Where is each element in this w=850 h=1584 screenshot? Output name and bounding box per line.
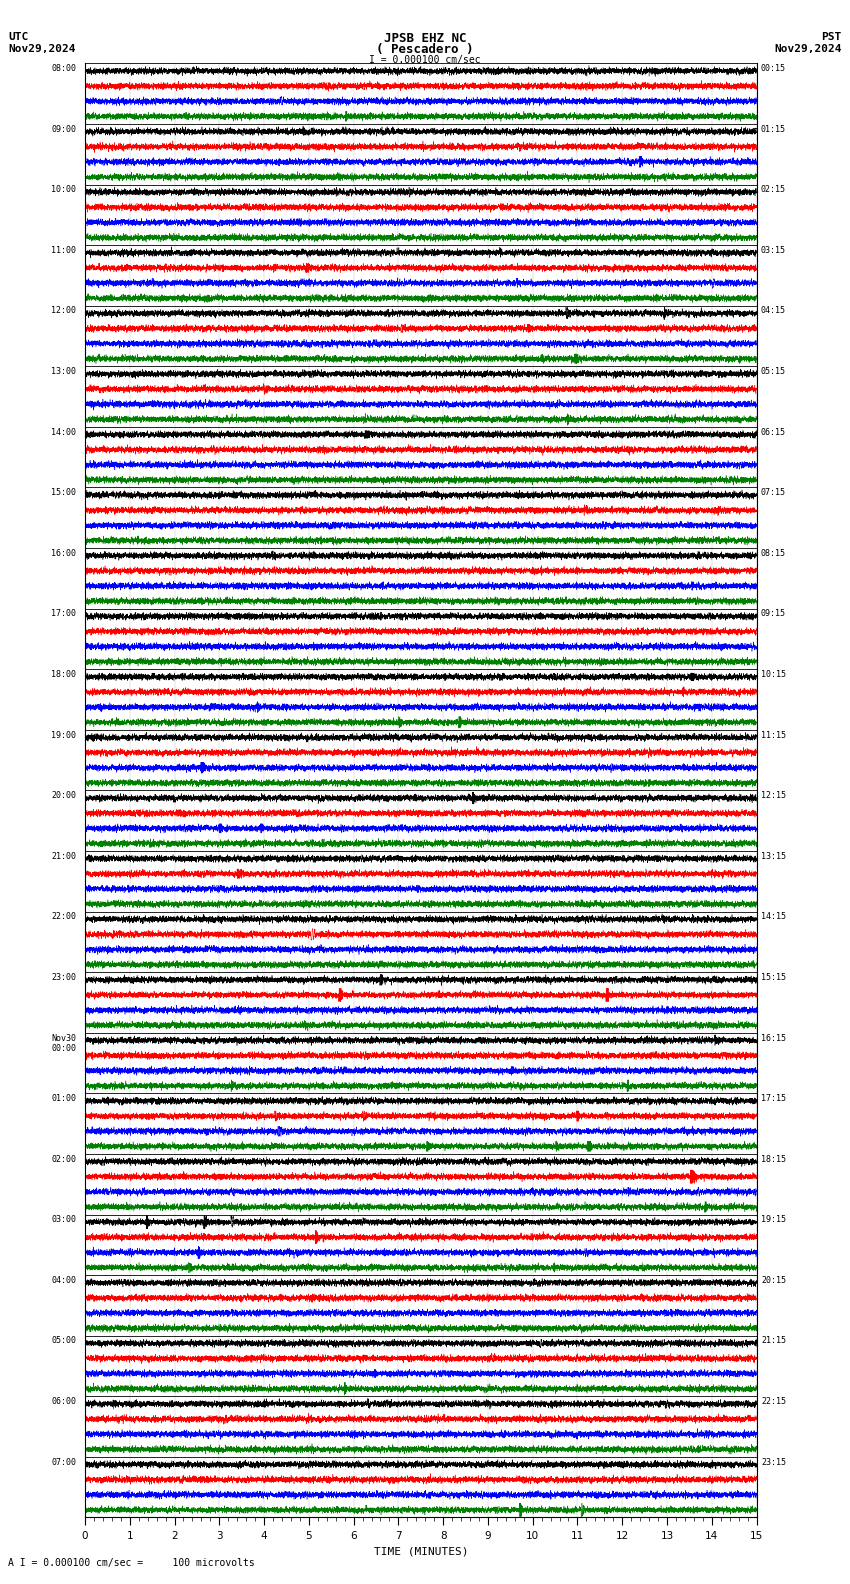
Text: 09:00: 09:00 bbox=[51, 125, 76, 133]
Text: 05:00: 05:00 bbox=[51, 1337, 76, 1345]
Text: 22:15: 22:15 bbox=[761, 1397, 786, 1407]
Text: 19:00: 19:00 bbox=[51, 730, 76, 740]
Text: 15:15: 15:15 bbox=[761, 973, 786, 982]
Text: 18:15: 18:15 bbox=[761, 1155, 786, 1164]
Text: 20:15: 20:15 bbox=[761, 1275, 786, 1285]
Text: JPSB EHZ NC: JPSB EHZ NC bbox=[383, 32, 467, 44]
Text: 06:15: 06:15 bbox=[761, 428, 786, 437]
Text: 17:15: 17:15 bbox=[761, 1095, 786, 1102]
Text: 16:15: 16:15 bbox=[761, 1033, 786, 1042]
Text: 22:00: 22:00 bbox=[51, 912, 76, 922]
Text: 14:00: 14:00 bbox=[51, 428, 76, 437]
Text: 18:00: 18:00 bbox=[51, 670, 76, 680]
Text: ( Pescadero ): ( Pescadero ) bbox=[377, 43, 473, 55]
Text: 01:00: 01:00 bbox=[51, 1095, 76, 1102]
Text: 13:00: 13:00 bbox=[51, 367, 76, 375]
Text: 02:15: 02:15 bbox=[761, 185, 786, 195]
Text: 15:00: 15:00 bbox=[51, 488, 76, 497]
Text: 04:15: 04:15 bbox=[761, 306, 786, 315]
Text: 16:00: 16:00 bbox=[51, 548, 76, 558]
Text: 10:15: 10:15 bbox=[761, 670, 786, 680]
Text: 08:00: 08:00 bbox=[51, 63, 76, 73]
Text: 05:15: 05:15 bbox=[761, 367, 786, 375]
Text: Nov29,2024: Nov29,2024 bbox=[774, 44, 842, 54]
Text: 12:00: 12:00 bbox=[51, 306, 76, 315]
Text: 06:00: 06:00 bbox=[51, 1397, 76, 1407]
Text: 02:00: 02:00 bbox=[51, 1155, 76, 1164]
Text: I = 0.000100 cm/sec: I = 0.000100 cm/sec bbox=[369, 55, 481, 65]
Text: 19:15: 19:15 bbox=[761, 1215, 786, 1224]
Text: 04:00: 04:00 bbox=[51, 1275, 76, 1285]
Text: PST: PST bbox=[821, 32, 842, 41]
X-axis label: TIME (MINUTES): TIME (MINUTES) bbox=[373, 1546, 468, 1555]
Text: 03:15: 03:15 bbox=[761, 246, 786, 255]
Text: 11:15: 11:15 bbox=[761, 730, 786, 740]
Text: 08:15: 08:15 bbox=[761, 548, 786, 558]
Text: UTC: UTC bbox=[8, 32, 29, 41]
Text: 21:00: 21:00 bbox=[51, 852, 76, 860]
Text: 07:15: 07:15 bbox=[761, 488, 786, 497]
Text: Nov30
00:00: Nov30 00:00 bbox=[51, 1033, 76, 1053]
Text: 20:00: 20:00 bbox=[51, 790, 76, 800]
Text: A I = 0.000100 cm/sec =     100 microvolts: A I = 0.000100 cm/sec = 100 microvolts bbox=[8, 1559, 255, 1568]
Text: 00:15: 00:15 bbox=[761, 63, 786, 73]
Text: 23:00: 23:00 bbox=[51, 973, 76, 982]
Text: 12:15: 12:15 bbox=[761, 790, 786, 800]
Text: 14:15: 14:15 bbox=[761, 912, 786, 922]
Text: 13:15: 13:15 bbox=[761, 852, 786, 860]
Text: 10:00: 10:00 bbox=[51, 185, 76, 195]
Text: 17:00: 17:00 bbox=[51, 610, 76, 618]
Text: 03:00: 03:00 bbox=[51, 1215, 76, 1224]
Text: 23:15: 23:15 bbox=[761, 1457, 786, 1467]
Text: 01:15: 01:15 bbox=[761, 125, 786, 133]
Text: 09:15: 09:15 bbox=[761, 610, 786, 618]
Text: Nov29,2024: Nov29,2024 bbox=[8, 44, 76, 54]
Text: 21:15: 21:15 bbox=[761, 1337, 786, 1345]
Text: 11:00: 11:00 bbox=[51, 246, 76, 255]
Text: 07:00: 07:00 bbox=[51, 1457, 76, 1467]
